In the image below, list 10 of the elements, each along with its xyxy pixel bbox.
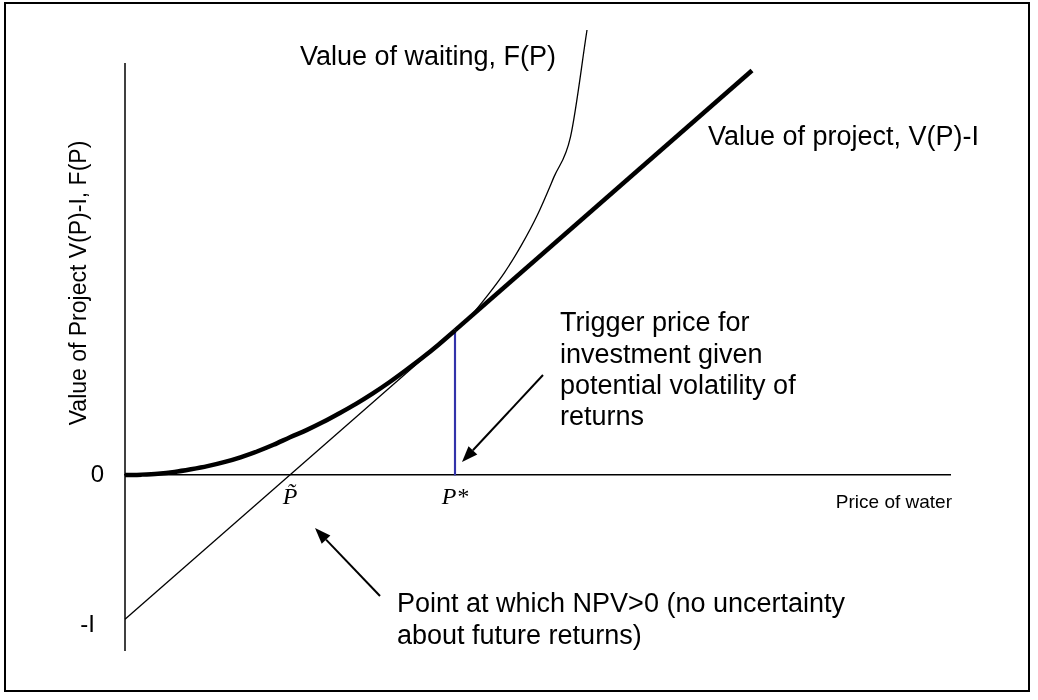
- y-axis-title: Value of Project V(P)-I, F(P): [65, 140, 92, 426]
- series-label: Value of project, V(P)-I: [708, 121, 980, 152]
- text: -I: [80, 609, 95, 637]
- annotation: Trigger price for investment given potential volatility of returns: [560, 307, 797, 432]
- x-tick-label: P*: [440, 482, 469, 509]
- series-label: Value of waiting, F(P): [300, 41, 557, 72]
- x-tick-label: P̃: [281, 482, 298, 509]
- x-axis-title: Price of water: [835, 491, 953, 513]
- annotation: Point at which NPV>0 (no uncertainty about future returns): [397, 588, 846, 650]
- text: 0: [90, 459, 104, 487]
